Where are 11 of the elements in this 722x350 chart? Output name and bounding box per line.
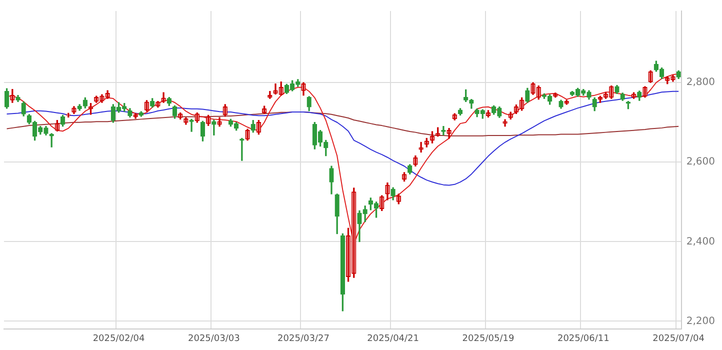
x-tick-label: 2025/03/27 — [278, 334, 330, 344]
x-tick-label: 2025/07/04 — [652, 334, 705, 344]
y-tick-label: 2,400 — [686, 236, 716, 248]
x-tick-label: 2025/06/11 — [557, 334, 610, 344]
y-tick-label: 2,800 — [686, 77, 716, 88]
y-tick-label: 2,600 — [686, 156, 716, 168]
y-tick-label: 2,200 — [686, 316, 716, 327]
x-tick-label: 2025/02/04 — [92, 334, 145, 344]
x-tick-label: 2025/04/21 — [367, 334, 420, 344]
x-tick-label: 2025/03/03 — [188, 334, 240, 344]
x-tick-label: 2025/05/19 — [462, 334, 514, 344]
